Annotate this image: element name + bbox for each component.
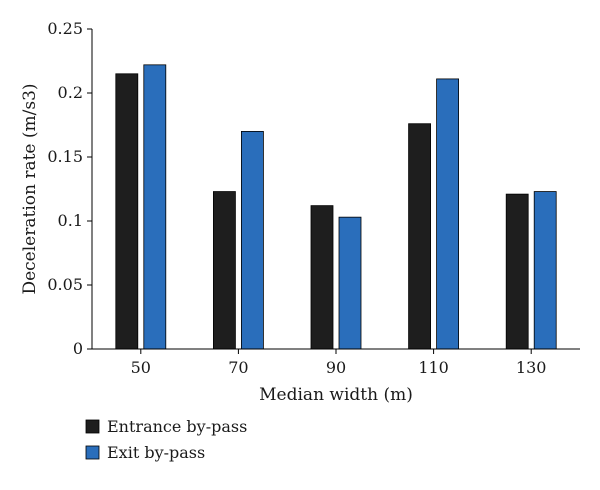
bar-exit-90 <box>338 216 362 350</box>
legend: Entrance by-pass Exit by-pass <box>85 417 247 462</box>
y-axis-ticks: 0 0.05 0.1 0.15 0.2 0.25 <box>47 19 92 358</box>
bar-entrance-50 <box>115 73 139 350</box>
y-tick-label: 0.05 <box>47 275 83 294</box>
y-tick-label: 0.25 <box>47 19 83 38</box>
y-axis-title: Deceleration rate (m/s3) <box>20 83 40 294</box>
bar-exit-130 <box>533 191 557 350</box>
bar-entrance-110 <box>408 123 432 350</box>
y-tick-label: 0 <box>73 339 83 358</box>
x-tick-label: 110 <box>418 358 449 377</box>
bars-layer <box>115 64 557 350</box>
bar-exit-110 <box>436 78 460 350</box>
bar-entrance-130 <box>505 193 529 350</box>
y-tick-label: 0.15 <box>47 147 83 166</box>
x-tick-label: 50 <box>131 358 151 377</box>
legend-label-entrance: Entrance by-pass <box>107 417 247 436</box>
bar-exit-70 <box>240 130 264 350</box>
legend-label-exit: Exit by-pass <box>107 443 205 462</box>
legend-swatch-exit <box>85 445 100 460</box>
bar-exit-50 <box>143 64 167 350</box>
bar-entrance-90 <box>310 205 334 350</box>
x-axis-ticks: 50 70 90 110 130 <box>131 349 547 377</box>
x-tick-label: 90 <box>326 358 346 377</box>
bar-entrance-70 <box>212 191 236 350</box>
y-tick-label: 0.2 <box>58 83 83 102</box>
x-axis-title: Median width (m) <box>259 385 413 405</box>
x-tick-label: 70 <box>228 358 248 377</box>
x-tick-label: 130 <box>516 358 547 377</box>
y-tick-label: 0.1 <box>58 211 83 230</box>
legend-swatch-entrance <box>85 419 100 434</box>
